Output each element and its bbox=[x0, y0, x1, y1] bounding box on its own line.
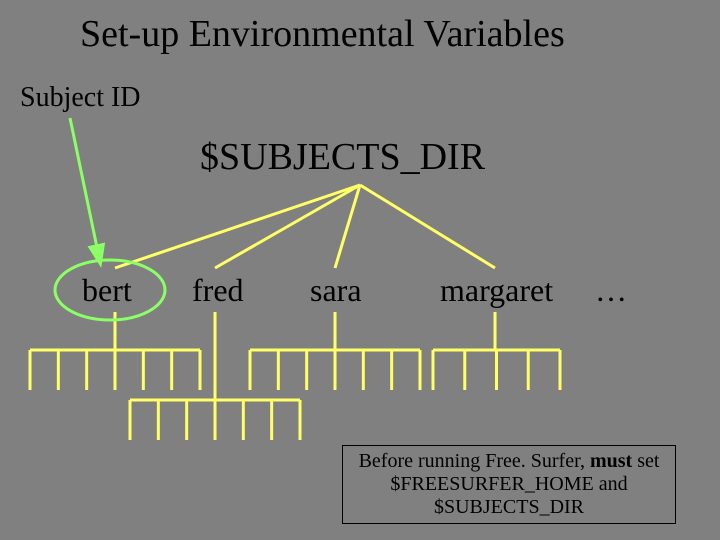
subject-sara: sara bbox=[310, 272, 362, 309]
subject-margaret: margaret bbox=[440, 272, 553, 309]
subjects-dir-label: $SUBJECTS_DIR bbox=[200, 135, 485, 179]
slide-stage: Set-up Environmental Variables Subject I… bbox=[0, 0, 720, 540]
slide-title: Set-up Environmental Variables bbox=[80, 12, 565, 56]
note-text: Before running Free. Surfer, must set $F… bbox=[359, 450, 660, 518]
note-box: Before running Free. Surfer, must set $F… bbox=[342, 445, 676, 524]
subject-ellipsis: … bbox=[595, 272, 627, 309]
subject-id-label: Subject ID bbox=[20, 82, 141, 114]
subject-bert: bert bbox=[82, 272, 132, 309]
subject-fred: fred bbox=[192, 272, 244, 309]
